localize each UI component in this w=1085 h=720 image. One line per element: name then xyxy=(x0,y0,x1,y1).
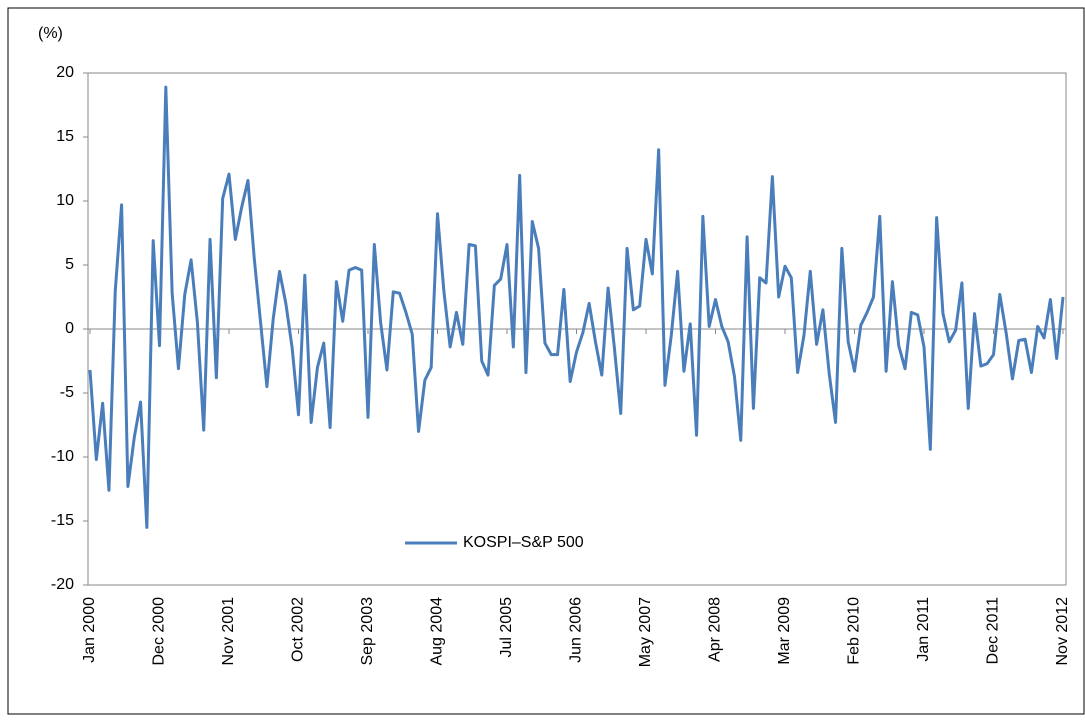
x-tick-label: Sep 2003 xyxy=(359,597,376,666)
x-tick-label: Dec 2011 xyxy=(985,597,1002,664)
x-tick-label: Jun 2006 xyxy=(568,597,585,663)
x-tick-label: Nov 2012 xyxy=(1054,597,1071,666)
y-tick-label: 0 xyxy=(65,320,74,337)
data-line xyxy=(88,85,1065,529)
x-tick-label: Jan 2011 xyxy=(915,597,932,662)
x-tick-label: Jan 2000 xyxy=(81,597,98,663)
x-tick-label: Apr 2008 xyxy=(707,597,724,662)
x-tick-label: Dec 2000 xyxy=(151,597,168,666)
y-tick-label: 15 xyxy=(56,128,74,145)
x-tick-label: Oct 2002 xyxy=(290,597,307,662)
y-tick-label: -15 xyxy=(51,512,74,529)
y-axis-label: (%) xyxy=(38,25,63,42)
y-tick-label: 10 xyxy=(56,192,74,209)
y-tick-label: -20 xyxy=(51,576,74,593)
y-tick-label: 5 xyxy=(65,256,74,273)
y-tick-label: -10 xyxy=(51,448,74,465)
x-tick-label: Mar 2009 xyxy=(776,597,793,665)
y-tick-label: -5 xyxy=(60,384,74,401)
x-tick-label: May 2007 xyxy=(637,597,654,667)
x-tick-label: Jul 2005 xyxy=(498,597,515,658)
x-tick-label: Nov 2001 xyxy=(220,597,237,666)
y-tick-label: 20 xyxy=(56,64,74,81)
x-tick-label: Feb 2010 xyxy=(846,597,863,665)
legend-label: KOSPI–S&P 500 xyxy=(463,534,584,551)
x-tick-label: Aug 2004 xyxy=(429,597,446,666)
